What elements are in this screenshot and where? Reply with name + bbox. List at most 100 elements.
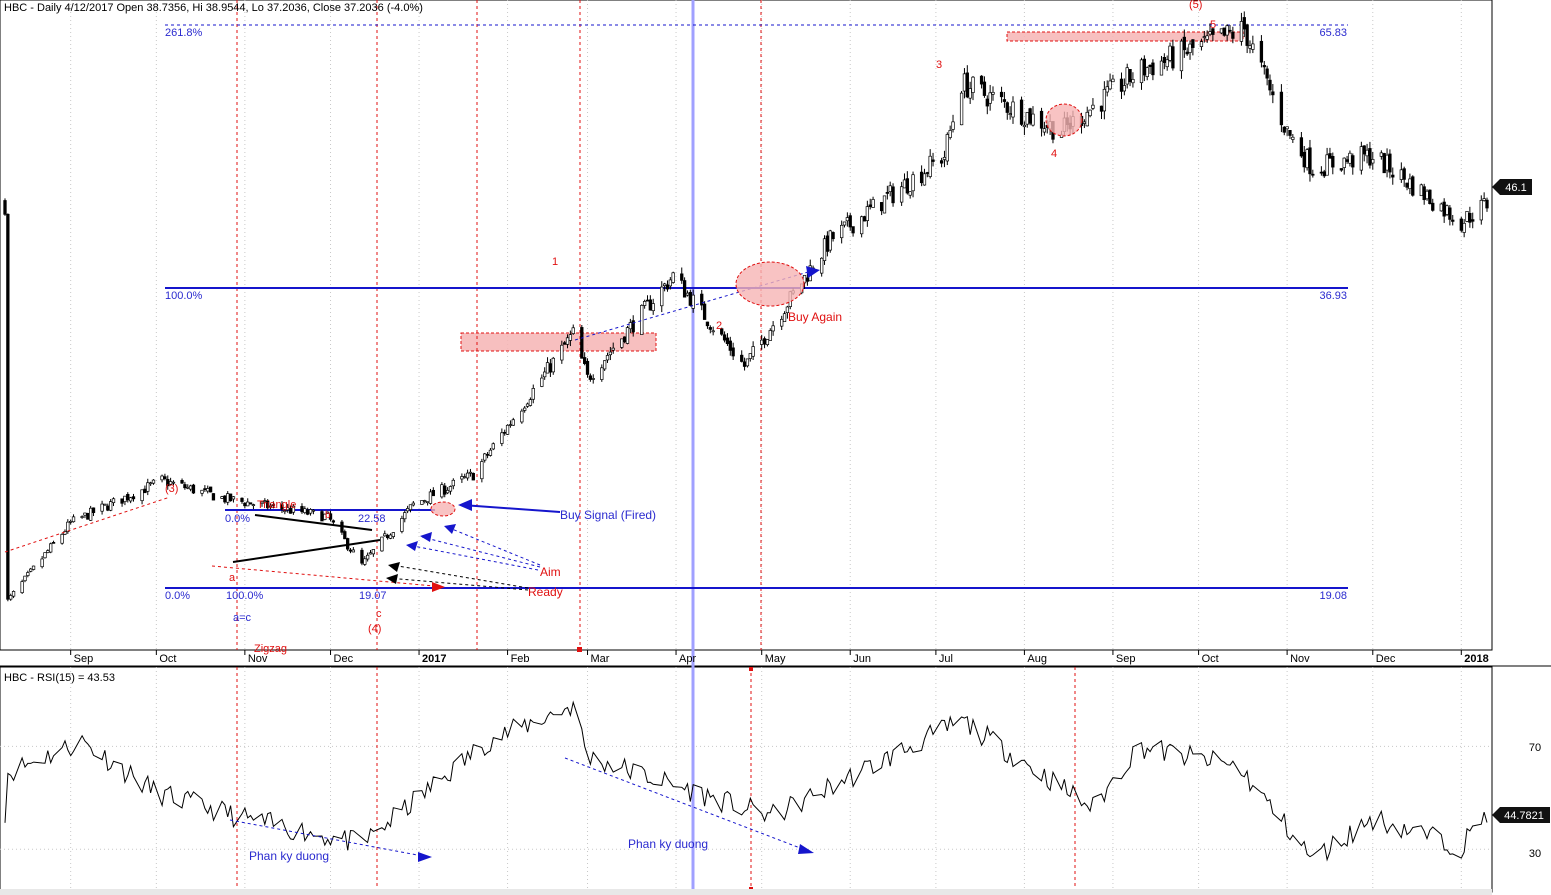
candle-body [451, 479, 455, 487]
candle-body [89, 507, 93, 521]
candle-body [1091, 104, 1095, 109]
candle-body [1188, 43, 1192, 53]
candle-body [685, 292, 690, 296]
candle-body [1485, 199, 1489, 209]
buy-signal-arrow [461, 504, 561, 513]
candle-body [1042, 128, 1047, 133]
candle-body [951, 121, 955, 130]
last-rsi-value: 44.7821 [1504, 810, 1544, 822]
candle-body [1082, 121, 1087, 124]
candle-body [323, 513, 327, 520]
candle-body [648, 299, 652, 311]
candle-body [991, 91, 995, 95]
candle-body [1262, 65, 1266, 68]
candle-body [771, 325, 775, 332]
candle-body [306, 509, 310, 515]
candle-body [251, 504, 256, 507]
candle-body [662, 283, 667, 287]
candle-body [106, 505, 110, 511]
candle-body [922, 173, 927, 186]
candle-body [848, 215, 852, 228]
candle-body [9, 595, 13, 600]
candle-body [303, 508, 307, 513]
rsi-level-70: 70 [1529, 742, 1541, 754]
candle-body [1282, 126, 1286, 133]
candle-body [728, 340, 732, 351]
candle-body [311, 509, 316, 512]
candle-body [1028, 108, 1032, 124]
candle-body [831, 232, 835, 240]
candle-body [443, 485, 447, 495]
divergence-label-1: Phan ky duong [249, 849, 329, 863]
buy-signal-label: Buy Signal (Fired) [560, 508, 656, 522]
candle-body [208, 486, 213, 493]
candle-body [26, 572, 30, 576]
candle-body [440, 484, 444, 498]
candle-body [1039, 110, 1044, 129]
candle-body [1345, 159, 1349, 162]
candle-body [1002, 99, 1007, 102]
candle-body [868, 204, 872, 207]
x-axis: Sep Oct Nov Dec 2017 Feb Mar Apr May Jun Jul Aug Sep… [70, 650, 1489, 665]
candle-body [691, 294, 695, 309]
candle-body [580, 327, 584, 359]
candle-body [1465, 211, 1469, 222]
wave-3-label: (3) [165, 483, 178, 495]
candle-body [1368, 148, 1372, 166]
candle-body [6, 213, 10, 600]
candle-body [23, 575, 27, 582]
candle-body [560, 344, 564, 361]
candle-body [1468, 212, 1472, 223]
scrollbar[interactable] [0, 889, 1492, 895]
candle-body [360, 549, 364, 564]
candle-body [348, 549, 353, 552]
candle-body [1228, 29, 1232, 32]
divergence-arrowhead-2 [798, 844, 814, 854]
candle-body [842, 221, 847, 226]
candle-body [246, 501, 250, 507]
candle-body [460, 476, 464, 480]
fib-pct-100: 100.0% [165, 290, 203, 302]
candle-body [628, 322, 633, 330]
candle-body [1139, 59, 1144, 84]
candle-body [765, 339, 770, 346]
candle-body [971, 76, 975, 93]
candle-body [859, 216, 864, 235]
wave-trendline [4, 496, 171, 553]
candle-body [700, 293, 704, 306]
candle-body [428, 491, 433, 504]
candle-body [731, 347, 735, 357]
candle-body [1365, 149, 1369, 157]
candle-body [400, 518, 404, 532]
candle-body [1482, 198, 1486, 201]
candle-body [1225, 25, 1229, 36]
candle-body [608, 351, 613, 356]
rsi-level-30: 30 [1529, 848, 1541, 860]
candle-body [188, 485, 193, 490]
candle-body [1285, 126, 1289, 130]
candle-body [1191, 39, 1195, 48]
candle-body [1162, 57, 1166, 63]
candle-body [540, 377, 544, 387]
candle-body [500, 432, 504, 444]
candle-body [939, 160, 944, 164]
candle-body [979, 75, 984, 85]
candle-body [1462, 222, 1466, 233]
candle-body [982, 81, 987, 96]
x-tick-label: Jul [939, 653, 953, 665]
candle-body [80, 516, 84, 518]
candle-body [126, 494, 130, 501]
x-tick-label: Dec [334, 653, 354, 665]
candle-body [40, 558, 44, 568]
candle-body [240, 497, 244, 502]
candle-body [60, 533, 64, 544]
candle-body [925, 172, 929, 174]
candle-body [891, 186, 895, 204]
x-tick-label: Aug [1027, 653, 1047, 665]
candle-body [1085, 111, 1089, 127]
candle-body [291, 505, 296, 513]
last-rsi-badge: 44.7821 [1492, 807, 1550, 823]
candle-body [902, 179, 907, 189]
candle-body [911, 174, 915, 192]
